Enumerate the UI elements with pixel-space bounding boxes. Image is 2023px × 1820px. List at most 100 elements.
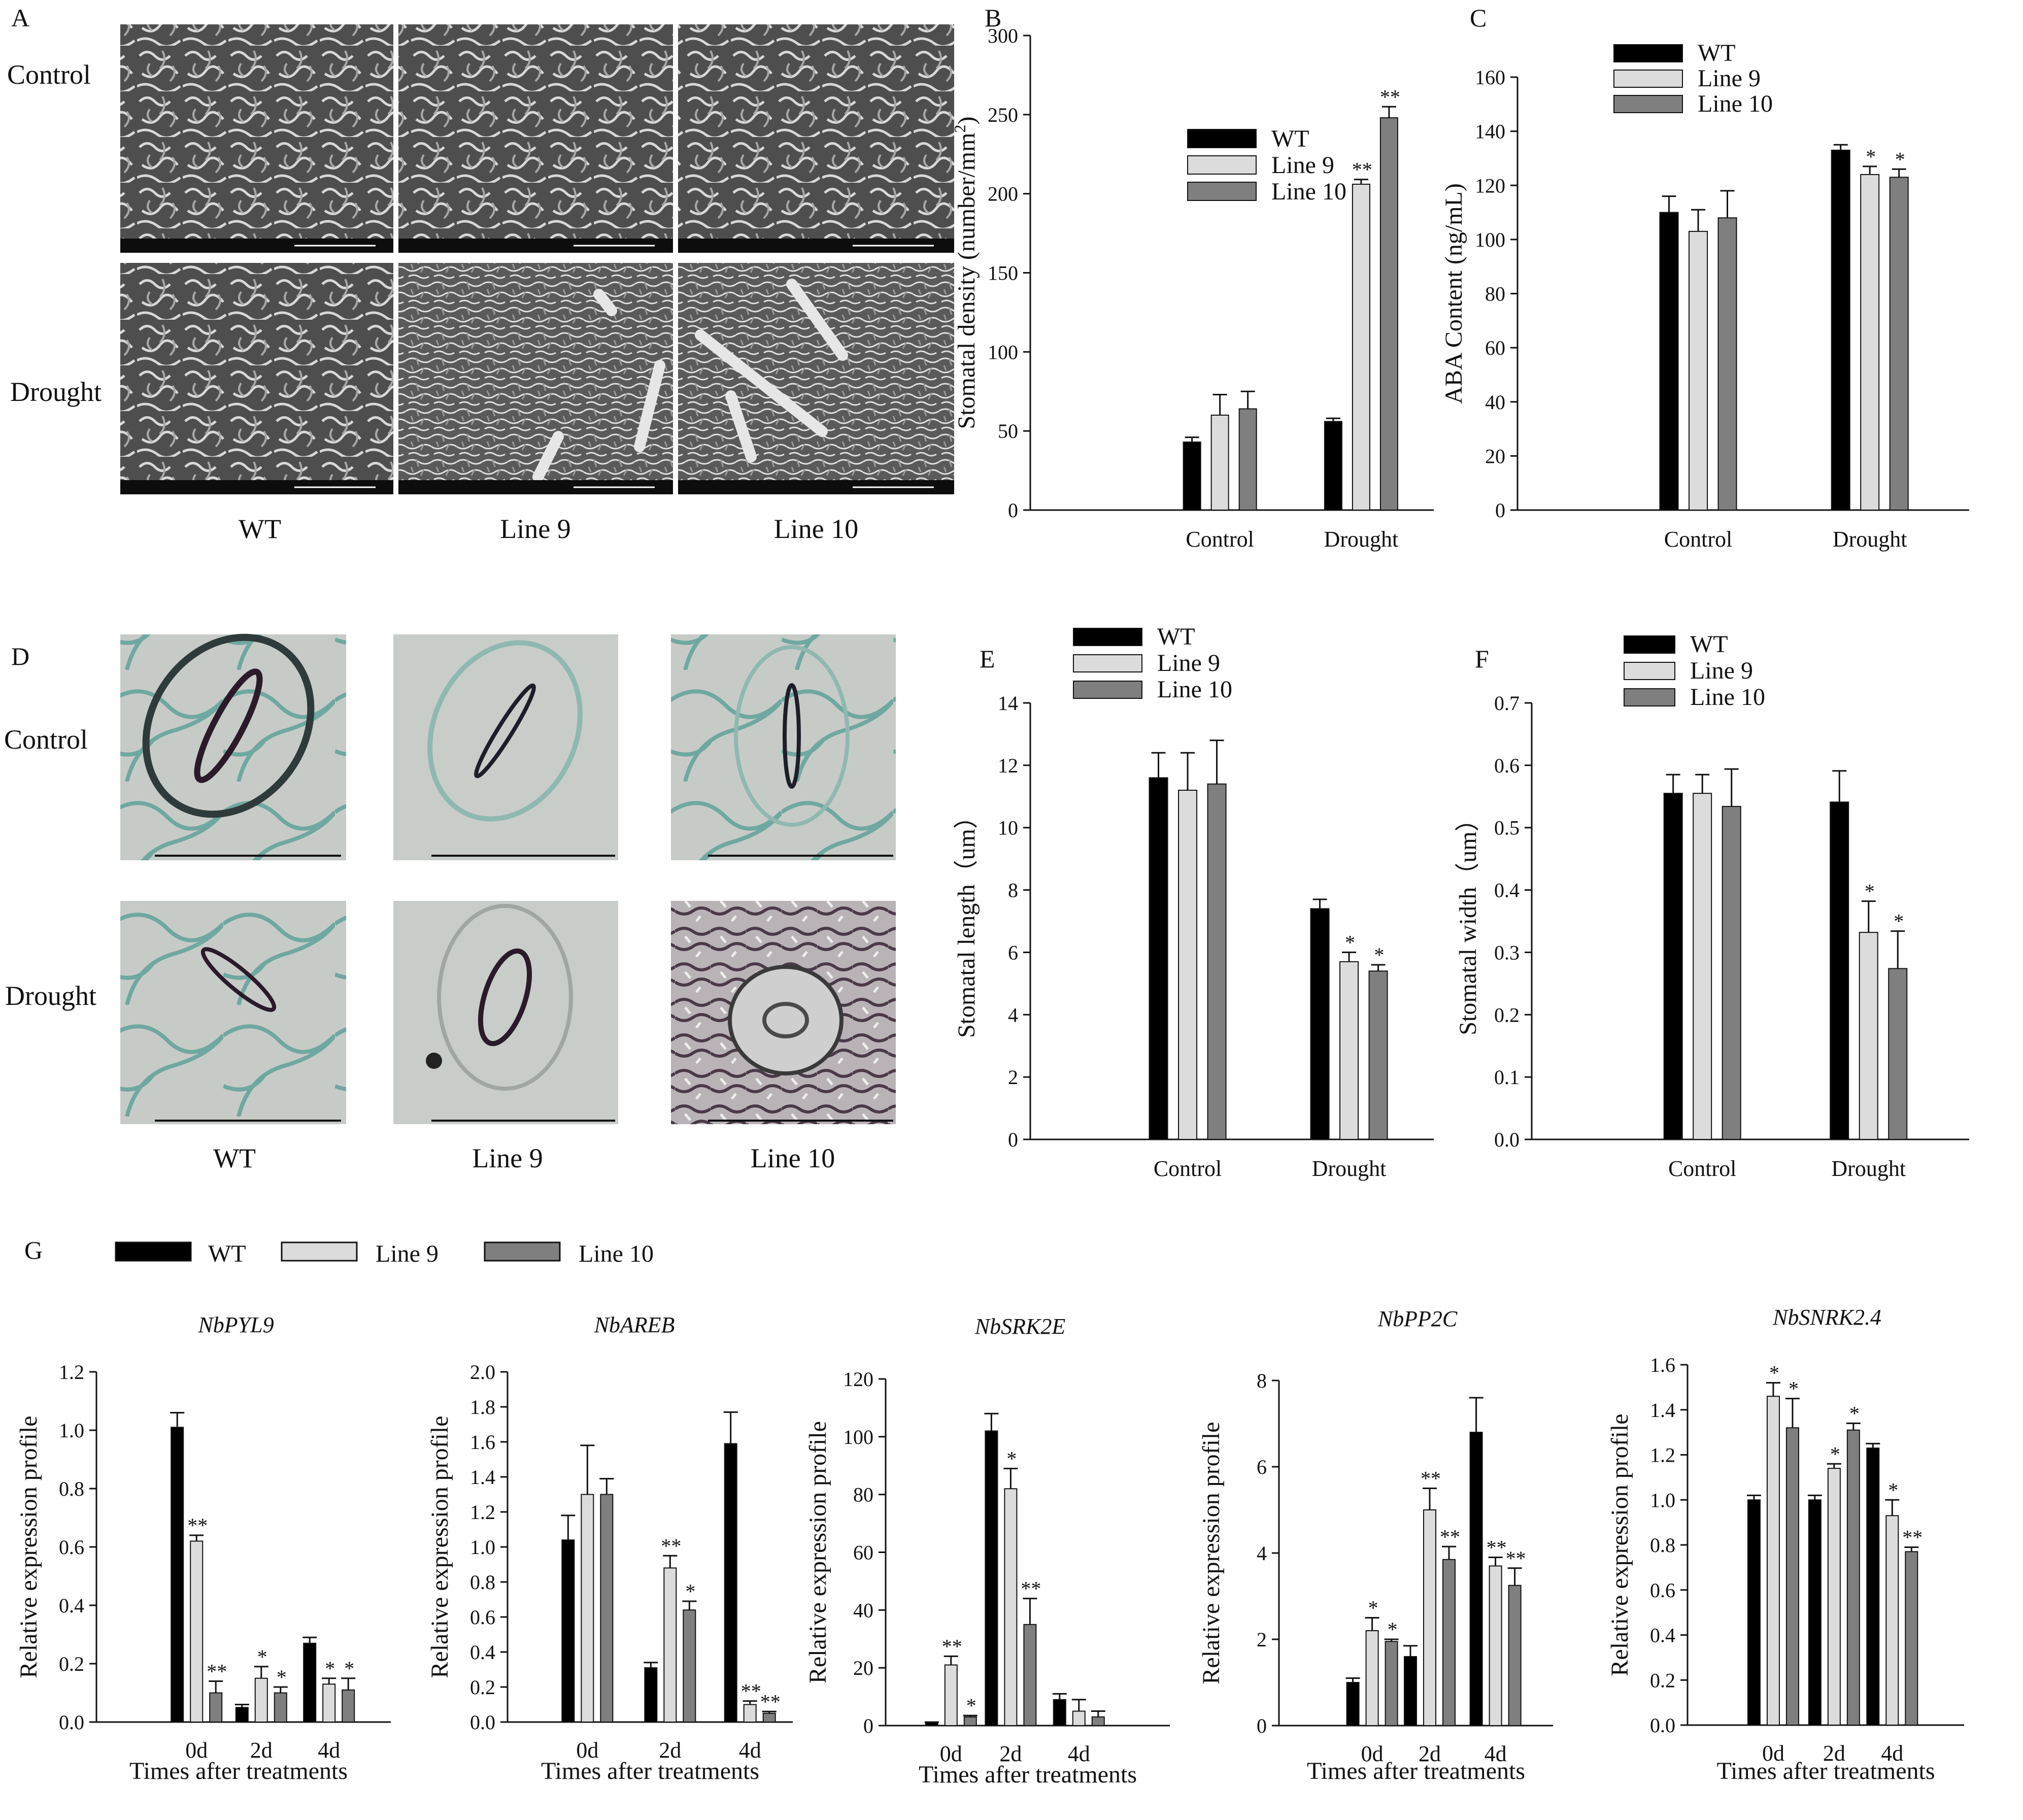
y-tick-label: 1.0 <box>59 1419 84 1442</box>
bar-wt-4d <box>1469 1432 1483 1726</box>
legend-label-line9: Line 9 <box>376 1240 439 1267</box>
row-label-drought-d: Drought <box>5 981 96 1011</box>
bar-line9-drought <box>1859 932 1878 1140</box>
bar-line10-2d <box>1442 1559 1456 1726</box>
bar-line9-4d <box>1072 1710 1086 1727</box>
bar-line10-0d <box>963 1716 977 1727</box>
significance-marker: * <box>1374 943 1385 966</box>
y-tick-label: 120 <box>1475 174 1505 197</box>
chart-title: NbPYL9 <box>197 1312 274 1337</box>
legend-label: Line 10 <box>1157 676 1232 703</box>
y-tick-label: 0.6 <box>1650 1579 1675 1602</box>
bar-line10-4d <box>1905 1551 1918 1726</box>
bar-line10-4d <box>342 1689 355 1723</box>
bar-line10-4d <box>1508 1585 1522 1726</box>
y-axis-label: Relative expression profile <box>15 1415 42 1678</box>
bar-line10-2d <box>683 1609 696 1723</box>
y-axis-label: Stomatal length（um） <box>953 804 980 1038</box>
x-tick-label: 4d <box>1485 1741 1507 1766</box>
significance-marker: ** <box>1487 1536 1507 1559</box>
y-tick-label: 0.2 <box>1494 1003 1520 1026</box>
x-tick-label: 4d <box>1068 1741 1090 1766</box>
bar-line9-0d <box>944 1664 958 1727</box>
bar-line10-0d <box>1785 1427 1799 1726</box>
significance-marker: * <box>1866 145 1876 168</box>
bar-wt-0d <box>171 1427 184 1723</box>
panel-a-micrographs: Control Drought WT Line 9 Line 10 <box>7 24 954 544</box>
bar-line10-0d <box>1385 1641 1398 1726</box>
y-tick-label: 100 <box>1475 228 1505 251</box>
bar-wt-control <box>1659 212 1679 511</box>
x-tick-label: Drought <box>1312 1156 1387 1181</box>
significance-marker: * <box>685 1580 695 1603</box>
y-tick-label: 0.0 <box>1494 1128 1520 1151</box>
x-axis-label: Times after treatments <box>919 1761 1137 1788</box>
y-tick-label: 0.8 <box>1650 1534 1675 1557</box>
x-tick-label: 0d <box>185 1738 208 1763</box>
significance-marker: ** <box>1380 85 1400 108</box>
x-axis-label: Times after treatments <box>1307 1758 1525 1784</box>
legend-label: Line 10 <box>1690 684 1765 711</box>
row-label-drought: Drought <box>10 377 102 407</box>
significance-marker: * <box>325 1657 335 1680</box>
bar-wt-drought <box>1830 801 1849 1140</box>
x-tick-label: 2d <box>250 1738 273 1763</box>
bar-line9-4d <box>1885 1515 1899 1726</box>
y-tick-label: 0.2 <box>470 1676 495 1699</box>
significance-marker: ** <box>741 1680 761 1703</box>
bar-line10-2d <box>1846 1429 1860 1726</box>
bar-line9-control <box>1693 793 1712 1140</box>
bar-line9-4d <box>322 1683 336 1723</box>
lm-image-drought-line9 <box>393 901 618 1124</box>
bar-line9-control <box>1689 230 1708 511</box>
significance-marker: * <box>1006 1447 1017 1470</box>
x-tick-label: Control <box>1186 527 1254 552</box>
bar-line9-0d <box>190 1540 204 1723</box>
sem-image-drought-line10 <box>678 263 954 494</box>
y-tick-label: 300 <box>988 24 1018 47</box>
y-tick-label: 120 <box>843 1368 873 1391</box>
x-tick-label: Drought <box>1831 1156 1906 1181</box>
significance-marker: * <box>1894 910 1904 933</box>
y-tick-label: 80 <box>1485 283 1505 306</box>
x-tick-label: 4d <box>739 1738 761 1763</box>
y-tick-label: 0.5 <box>1494 817 1520 839</box>
col-label-line9: Line 9 <box>500 514 570 544</box>
chart-g1: 0.0 0.2 0.4 0.6 0.8 1.0 1.2 Relative expression… <box>15 1312 391 1784</box>
y-tick-label: 0.3 <box>1494 941 1520 964</box>
sem-image-drought-line9 <box>398 263 673 494</box>
y-tick-label: 0.8 <box>59 1477 84 1500</box>
bar-wt-4d <box>1053 1699 1066 1726</box>
y-tick-label: 1.8 <box>470 1396 495 1419</box>
bar-line10-0d <box>209 1692 223 1723</box>
bar-line9-2d <box>254 1677 268 1723</box>
y-tick-label: 0.8 <box>470 1571 495 1594</box>
legend-label: WT <box>1698 40 1736 66</box>
panel-letter-f: F <box>1475 645 1489 673</box>
x-tick-label: Drought <box>1833 527 1907 552</box>
x-tick-label: 2d <box>1419 1741 1441 1766</box>
bar-wt-drought <box>1310 908 1330 1140</box>
bar-wt-0d <box>925 1722 938 1727</box>
y-tick-label: 140 <box>1475 120 1505 143</box>
y-tick-label: 0 <box>1495 499 1505 522</box>
y-tick-label: 1.4 <box>1650 1399 1675 1422</box>
significance-marker: * <box>1368 1597 1378 1620</box>
y-tick-label: 60 <box>853 1541 873 1564</box>
y-tick-label: 60 <box>1485 336 1505 359</box>
y-axis-label: Relative expression profile <box>426 1415 453 1678</box>
legend-label: Line 10 <box>1271 178 1346 205</box>
x-tick-label: 0d <box>576 1738 598 1763</box>
significance-marker: * <box>344 1657 354 1680</box>
significance-marker: * <box>1789 1377 1799 1400</box>
significance-marker: ** <box>207 1660 227 1683</box>
bar-line9-drought <box>1352 183 1370 511</box>
y-tick-label: 0.4 <box>1494 879 1520 902</box>
bar-line9-2d <box>663 1567 677 1723</box>
bar-line9-0d <box>1365 1630 1379 1726</box>
y-tick-label: 0.4 <box>1650 1624 1675 1647</box>
chart-title: NbSRK2E <box>974 1314 1066 1339</box>
y-tick-label: 40 <box>853 1599 873 1622</box>
y-tick-label: 0.2 <box>1650 1669 1675 1692</box>
